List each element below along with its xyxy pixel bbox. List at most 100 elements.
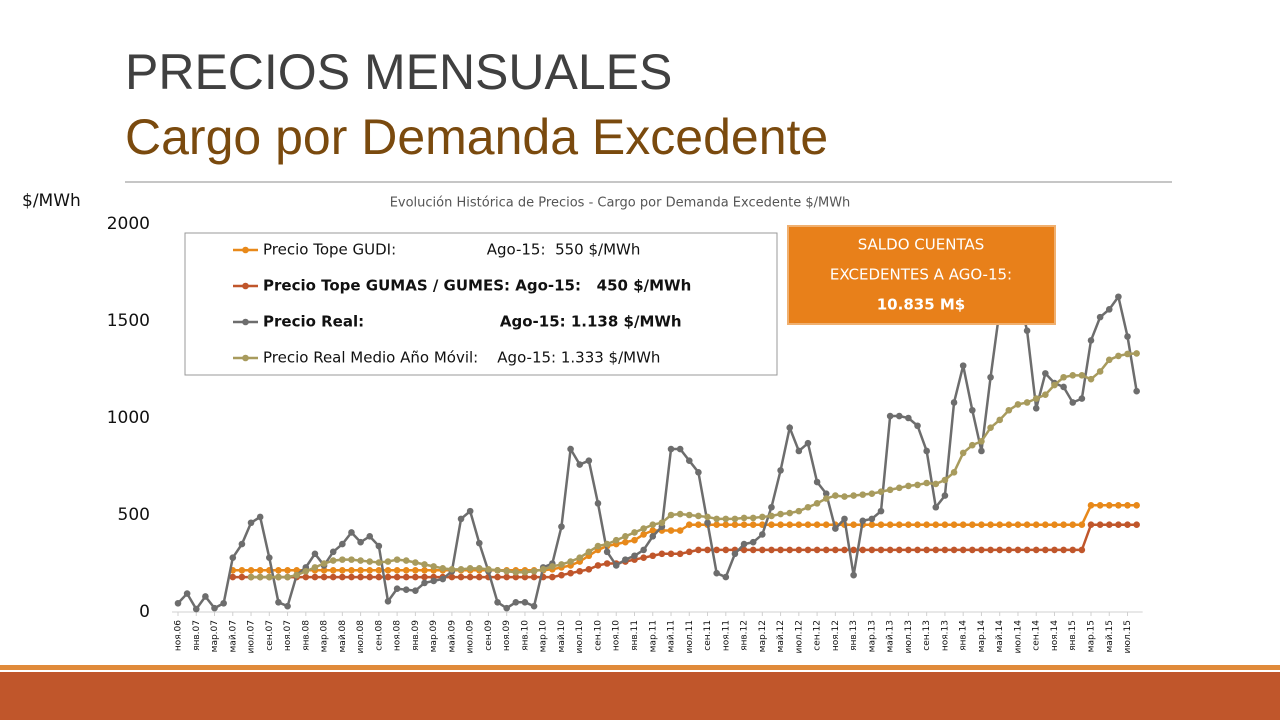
point [448, 573, 456, 581]
point [302, 567, 310, 575]
point [631, 536, 638, 544]
point [1051, 381, 1058, 389]
point [457, 573, 465, 581]
point [950, 399, 958, 406]
point [1014, 521, 1022, 528]
point [375, 542, 383, 550]
point [275, 599, 282, 606]
point [585, 548, 593, 556]
x-tick-label: май.12 [776, 620, 786, 652]
point [421, 573, 428, 581]
point [841, 493, 848, 500]
point [822, 495, 830, 502]
point [238, 566, 246, 574]
point [521, 573, 529, 581]
x-tick-label: янв.10 [520, 620, 530, 651]
point [704, 519, 711, 527]
point [832, 546, 839, 554]
point [987, 546, 994, 554]
x-tick-label: сен.11 [703, 620, 713, 651]
point [813, 546, 821, 554]
point [393, 573, 401, 581]
x-tick-label: май.09 [447, 620, 457, 653]
point [804, 521, 812, 528]
point [969, 521, 976, 528]
point [1023, 521, 1031, 528]
x-tick-label: май.07 [228, 620, 238, 652]
point [238, 540, 246, 548]
point [1051, 521, 1058, 528]
point [576, 554, 584, 561]
point [1060, 521, 1067, 528]
x-tick-label: мар.15 [1087, 620, 1097, 652]
point [685, 457, 693, 464]
x-tick-label: июл.14 [1013, 620, 1023, 654]
point [868, 521, 876, 528]
point [284, 566, 291, 574]
point [329, 566, 337, 574]
x-tick-label: ноя.08 [393, 620, 403, 651]
point [1042, 391, 1049, 399]
point [366, 573, 374, 581]
x-tick-label: май.11 [667, 620, 677, 652]
x-tick-label: июл.11 [685, 620, 695, 654]
y-tick-label: 500 [118, 505, 150, 525]
point [932, 503, 940, 511]
y-tick-label: 2000 [107, 214, 150, 234]
point [1042, 370, 1049, 377]
point [959, 546, 967, 554]
point [412, 573, 419, 581]
footer-stripe [0, 665, 1280, 670]
x-tick-label: июл.10 [575, 620, 585, 654]
point [1115, 502, 1122, 509]
point [311, 550, 319, 558]
point [466, 573, 474, 581]
point [1124, 350, 1131, 358]
point [932, 546, 940, 554]
point [1069, 399, 1077, 406]
point [987, 521, 994, 528]
point [256, 513, 264, 521]
point [1105, 521, 1113, 528]
callout-text: 10.835 M$ [877, 296, 965, 314]
point [1042, 546, 1049, 554]
point [914, 481, 921, 489]
x-tick-label: май.10 [557, 620, 567, 653]
point [558, 561, 565, 568]
point [914, 521, 921, 528]
point [777, 510, 784, 518]
x-tick-label: мар.07 [210, 620, 220, 652]
point [759, 531, 766, 538]
point [749, 546, 757, 554]
point [339, 566, 346, 574]
point [813, 521, 821, 528]
point [1069, 546, 1077, 554]
point [649, 521, 657, 528]
point [695, 546, 702, 554]
point [804, 439, 812, 447]
point [886, 412, 894, 420]
point [503, 604, 510, 612]
point [366, 533, 374, 540]
point [722, 573, 730, 581]
legend-label: Precio Tope GUMAS / GUMES: Ago-15: 450 $… [263, 277, 691, 295]
point [384, 573, 392, 581]
point [895, 412, 903, 420]
legend [184, 232, 778, 376]
point [1133, 350, 1140, 357]
point [631, 552, 638, 560]
point [822, 521, 830, 528]
point [932, 521, 940, 528]
point [978, 437, 985, 445]
point [923, 447, 930, 455]
point [530, 567, 538, 575]
point [603, 548, 611, 556]
point [722, 521, 730, 528]
point [384, 598, 392, 605]
point [895, 546, 903, 554]
point [247, 566, 255, 574]
x-tick-label: сен.07 [265, 620, 275, 651]
point [667, 550, 675, 558]
x-tick-label: май.08 [338, 620, 348, 653]
point [868, 490, 876, 497]
